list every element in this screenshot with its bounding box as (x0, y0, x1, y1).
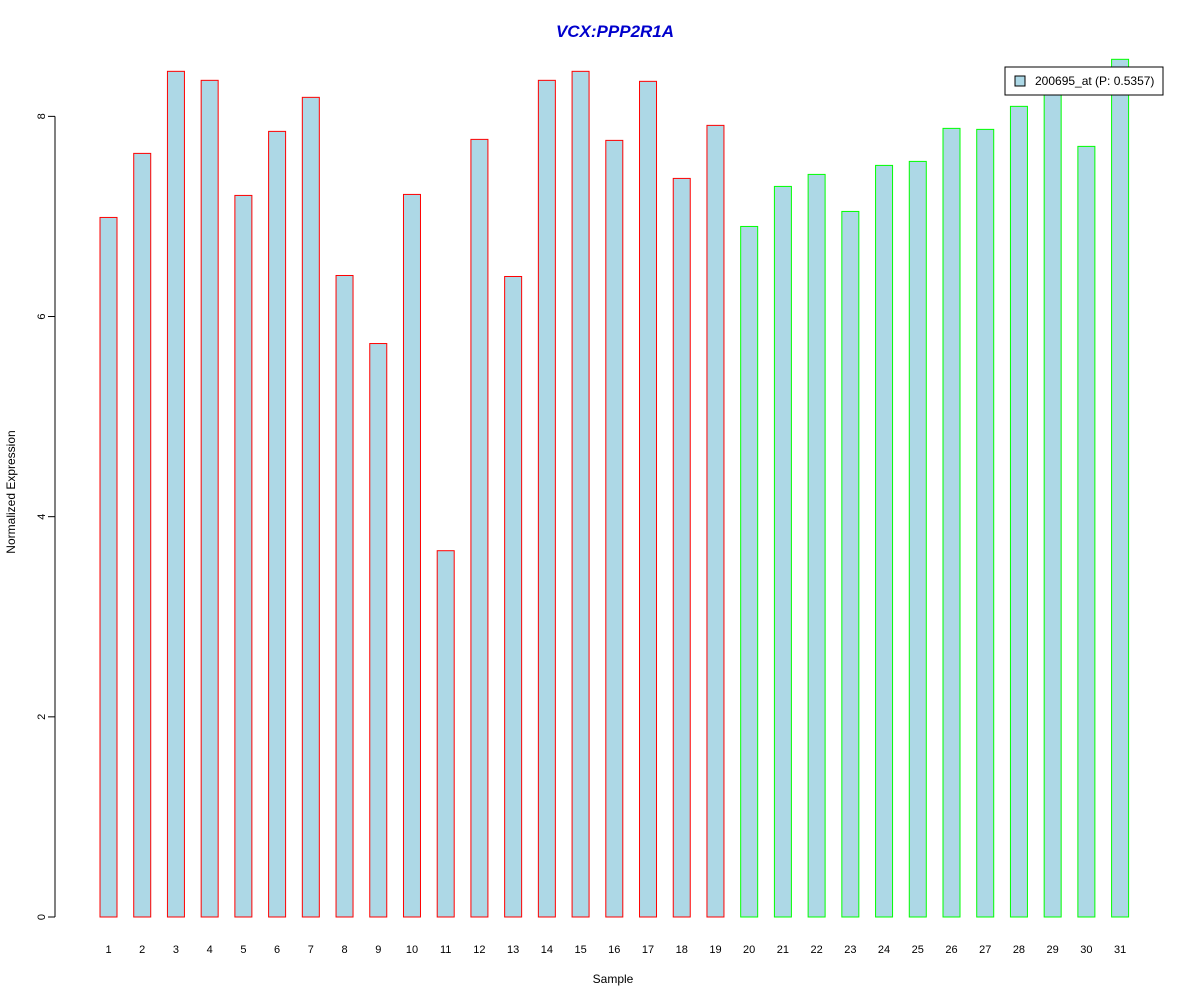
bar-sample-10 (402, 193, 421, 918)
x-tick-label: 27 (979, 944, 991, 956)
bar-sample-20 (740, 225, 759, 918)
x-tick-label: 20 (743, 944, 755, 956)
bar-sample-27 (976, 128, 995, 918)
y-tick-label: 6 (36, 313, 48, 319)
x-tick-label: 3 (173, 944, 179, 956)
bar-sample-22 (807, 173, 826, 918)
x-tick-label: 30 (1080, 944, 1092, 956)
x-tick-label: 19 (709, 944, 721, 956)
x-tick-label: 4 (207, 944, 213, 956)
x-tick-label: 2 (139, 944, 145, 956)
bar-sample-4 (200, 79, 219, 918)
x-tick-labels: 1 2 3 4 5 6 7 8 9 10 11 12 13 14 15 16 17 18 19 20 21 22 23 24 2… (105, 944, 1126, 956)
bars (99, 58, 1130, 918)
bar-sample-26 (942, 127, 961, 918)
x-tick-label: 25 (912, 944, 924, 956)
x-axis-label: Sample (593, 972, 634, 986)
bar-sample-6 (268, 130, 287, 918)
bar-sample-2 (133, 152, 152, 918)
bar-sample-21 (773, 185, 792, 918)
bar-sample-1 (99, 216, 118, 918)
x-tick-label: 21 (777, 944, 789, 956)
y-tick-label: 0 (36, 914, 48, 920)
x-tick-label: 14 (541, 944, 553, 956)
x-tick-label: 26 (945, 944, 957, 956)
x-tick-label: 5 (240, 944, 246, 956)
legend-label: 200695_at (P: 0.5357) (1035, 74, 1154, 88)
x-tick-label: 9 (375, 944, 381, 956)
bar-sample-31 (1111, 58, 1130, 918)
bar-sample-28 (1009, 105, 1028, 918)
x-tick-label: 7 (308, 944, 314, 956)
bar-sample-11 (436, 550, 455, 918)
bar-sample-23 (841, 210, 860, 918)
y-tick-label: 8 (36, 113, 48, 119)
bar-sample-24 (875, 164, 894, 918)
y-tick-label: 4 (36, 514, 48, 520)
legend-box (1004, 66, 1164, 96)
bar-sample-8 (335, 274, 354, 918)
x-tick-label: 29 (1047, 944, 1059, 956)
x-tick-label: 6 (274, 944, 280, 956)
chart-title: VCX:PPP2R1A (556, 22, 674, 41)
bar-sample-17 (639, 80, 658, 918)
bar-sample-18 (672, 177, 691, 918)
x-tick-label: 31 (1114, 944, 1126, 956)
x-tick-label: 8 (341, 944, 347, 956)
bar-sample-30 (1077, 145, 1096, 918)
x-tick-label: 11 (440, 944, 451, 956)
legend: 200695_at (P: 0.5357) (1004, 66, 1164, 96)
y-axis-label: Normalized Expression (4, 430, 18, 553)
bar-sample-5 (234, 194, 253, 918)
bar-sample-19 (706, 124, 725, 918)
legend-swatch (1014, 75, 1026, 87)
x-tick-label: 15 (574, 944, 586, 956)
bar-sample-15 (571, 70, 590, 918)
y-tick-label: 2 (36, 714, 48, 720)
bar-sample-14 (537, 79, 556, 918)
x-tick-label: 10 (406, 944, 418, 956)
bar-sample-13 (504, 275, 523, 918)
x-tick-label: 16 (608, 944, 620, 956)
x-tick-label: 1 (105, 944, 111, 956)
x-tick-label: 18 (676, 944, 688, 956)
x-tick-label: 23 (844, 944, 856, 956)
bar-sample-3 (166, 70, 185, 918)
x-tick-label: 17 (642, 944, 654, 956)
x-tick-label: 13 (507, 944, 519, 956)
bar-sample-7 (301, 96, 320, 918)
bar-sample-25 (908, 160, 927, 918)
bar-sample-16 (605, 139, 624, 918)
y-axis: 0 2 4 6 8 (36, 113, 56, 920)
x-tick-label: 12 (473, 944, 485, 956)
bar-sample-9 (369, 343, 388, 918)
bar-sample-29 (1043, 90, 1062, 918)
x-tick-label: 22 (810, 944, 822, 956)
x-tick-label: 24 (878, 944, 890, 956)
x-tick-label: 28 (1013, 944, 1025, 956)
bar-sample-12 (470, 138, 489, 918)
